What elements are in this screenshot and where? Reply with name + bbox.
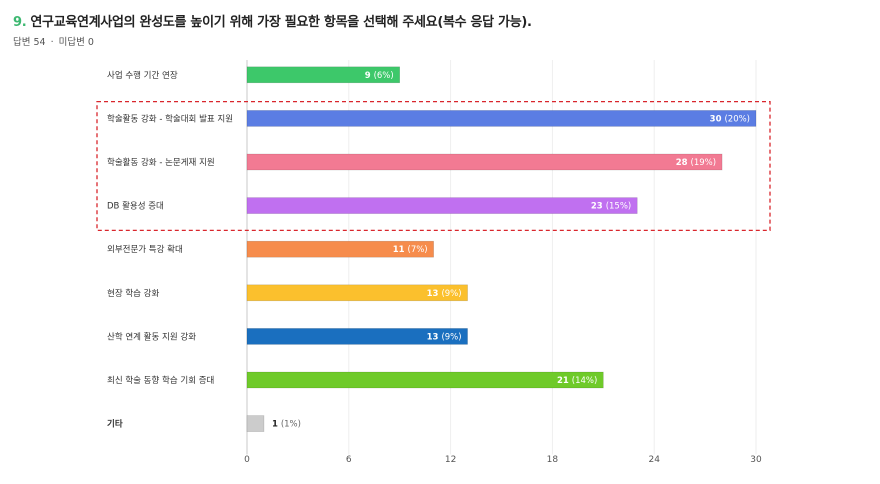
data-label: 13 (9%): [427, 332, 462, 342]
data-label: 13 (9%): [427, 289, 462, 299]
bar: [246, 153, 723, 171]
data-label: 30 (20%): [710, 114, 750, 124]
category-label: 최신 학술 동향 학습 기회 증대: [107, 375, 214, 386]
unanswered-count: 미답변 0: [58, 37, 94, 48]
category-label: 사업 수행 기간 연장: [107, 70, 178, 81]
x-tick-label: 6: [346, 455, 352, 465]
data-label: 23 (15%): [591, 202, 631, 212]
question-number: 9.: [13, 15, 27, 30]
category-label: 학술활동 강화 - 논문게재 지원: [107, 157, 215, 168]
x-tick-label: 12: [445, 455, 456, 465]
category-label: 학술활동 강화 - 학술대회 발표 지원: [107, 113, 233, 124]
question-text: 연구교육연계사업의 완성도를 높이기 위해 가장 필요한 항목을 선택해 주세요…: [30, 15, 532, 30]
highlight-box: [96, 100, 771, 232]
bar: [246, 66, 400, 84]
category-label: 산학 연계 활동 지원 강화: [107, 331, 196, 342]
stats-separator: ·: [50, 37, 54, 48]
data-label: 9 (6%): [365, 71, 394, 81]
bar: [246, 284, 468, 302]
bar: [246, 371, 604, 389]
bar: [246, 415, 265, 432]
category-label: 외부전문가 특강 확대: [107, 244, 183, 255]
answered-count: 답변 54: [13, 37, 46, 48]
response-stats: 답변 54 · 미답변 0: [13, 34, 94, 48]
data-label: 28 (19%): [676, 158, 716, 168]
x-tick-label: 30: [750, 455, 762, 465]
data-label: 21 (14%): [557, 376, 597, 386]
bar: [246, 328, 468, 345]
bar: [246, 240, 434, 258]
category-label: 기타: [107, 419, 123, 430]
bar: [246, 197, 638, 214]
x-tick-label: 24: [648, 455, 660, 465]
data-label: 1 (1%): [272, 420, 301, 430]
question-title: 9. 연구교육연계사업의 완성도를 높이기 위해 가장 필요한 항목을 선택해 주…: [13, 11, 532, 30]
bar: [246, 110, 757, 127]
x-tick-label: 0: [244, 455, 250, 465]
category-label: 현장 학습 강화: [107, 288, 160, 299]
category-label: DB 활용성 증대: [107, 201, 164, 212]
x-tick-label: 18: [547, 455, 559, 465]
data-label: 11 (7%): [393, 245, 428, 255]
